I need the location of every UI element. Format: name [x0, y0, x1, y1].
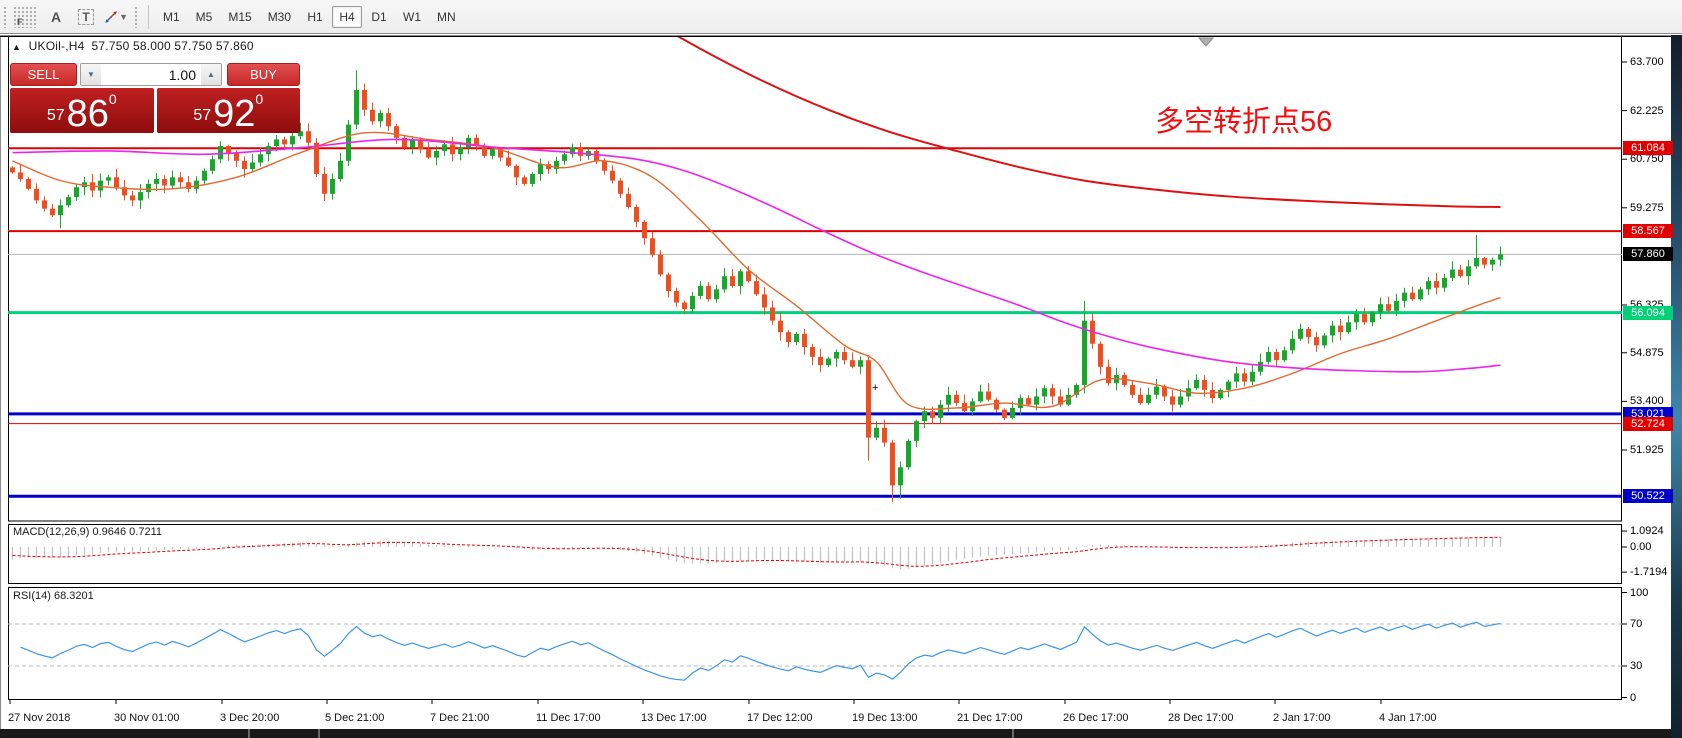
- volume-input[interactable]: [101, 64, 201, 85]
- toolbar-separator: [148, 4, 149, 29]
- buy-price-display[interactable]: 57 92 0: [156, 88, 300, 135]
- timeframe-button-m30[interactable]: M30: [267, 9, 292, 24]
- rsi-axis-label: 100: [1630, 586, 1649, 599]
- price-axis-label: 62.225: [1630, 104, 1664, 117]
- chart-area[interactable]: + ▲ UKOil-,H4 57.750 58.000 57.750 57.86…: [0, 35, 1682, 738]
- window-edge-strip: [1671, 35, 1682, 738]
- rsi-label: RSI(14) 68.3201: [13, 590, 94, 602]
- date-axis-label: 13 Dec 17:00: [641, 712, 707, 724]
- price-level-chip: 50.522: [1623, 489, 1673, 504]
- sell-price-display[interactable]: 57 86 0: [10, 88, 154, 133]
- date-axis-label: 19 Dec 13:00: [852, 712, 918, 724]
- macd-series: [11, 536, 1502, 570]
- macd-plot-frame: [8, 524, 1622, 584]
- ohlc-values: 57.750 58.000 57.750 57.860: [91, 39, 254, 53]
- date-axis-label: 4 Jan 17:00: [1379, 712, 1437, 724]
- label-tool-icon[interactable]: A: [50, 8, 62, 25]
- arrows-icon: [105, 10, 117, 23]
- sell-price-small: 57: [46, 107, 65, 124]
- date-axis-label: 2 Jan 17:00: [1273, 712, 1331, 724]
- rsi-axis-label: 0: [1630, 691, 1637, 704]
- price-level-chip: 61.084: [1623, 141, 1673, 156]
- rsi-series: [8, 621, 1622, 681]
- ma-slow-line: [677, 37, 1501, 208]
- price-axis-label: 53.400: [1630, 395, 1664, 408]
- buy-price-sup: 0: [255, 91, 264, 107]
- price-axis-label: 59.275: [1630, 201, 1664, 214]
- volume-decrease-button[interactable]: ▼: [81, 64, 101, 85]
- price-axis-label: 51.925: [1630, 443, 1664, 456]
- ma-mid-line: [12, 138, 1501, 373]
- chart-canvas: +: [0, 35, 1682, 738]
- date-axis-label: 3 Dec 20:00: [220, 712, 280, 724]
- toolbar-grip[interactable]: [3, 5, 8, 28]
- date-axis-label: 30 Nov 01:00: [114, 712, 180, 724]
- indicators-grid-icon[interactable]: F: [13, 5, 39, 29]
- volume-spinner: ▼ ▲: [80, 63, 222, 86]
- symbol-ohlc-title: ▲ UKOil-,H4 57.750 58.000 57.750 57.860: [12, 39, 254, 53]
- volume-increase-button[interactable]: ▲: [201, 64, 221, 85]
- axis-ticks: [9, 61, 1627, 704]
- rsi-axis-label: 70: [1630, 618, 1643, 630]
- macd-label: MACD(12,26,9) 0.9646 0.7211: [13, 526, 163, 538]
- sell-price-sup: 0: [108, 91, 117, 107]
- timeframe-button-m15[interactable]: M15: [228, 9, 252, 24]
- timeframe-button-m1[interactable]: M1: [163, 9, 180, 24]
- buy-price-big: 92: [213, 93, 256, 135]
- horizontal-levels: [8, 147, 1622, 498]
- ma-fast-line: [12, 131, 1501, 411]
- date-axis-label: 11 Dec 17:00: [536, 712, 601, 724]
- timeframe-button-mn[interactable]: MN: [437, 9, 456, 24]
- timeframe-button-m5[interactable]: M5: [195, 9, 213, 24]
- price-level-chip: 58.567: [1623, 224, 1673, 239]
- timeframe-button-h1[interactable]: H1: [307, 9, 323, 24]
- bottom-status-strip: [0, 729, 1671, 738]
- toolbar: F A T ▼ M1 M5 M15 M30 H1 H4 D1 W1 MN: [0, 0, 1682, 34]
- rsi-plot-frame: [8, 587, 1622, 700]
- chart-shift-marker[interactable]: [1197, 37, 1215, 47]
- price-level-chip: 56.094: [1623, 305, 1673, 320]
- timeframe-button-h4[interactable]: H4: [332, 5, 363, 28]
- rsi-axis-label: 30: [1630, 660, 1643, 672]
- toolbar-grip-2[interactable]: [134, 5, 139, 28]
- macd-axis-label: 0.00: [1630, 541, 1652, 553]
- timeframe-button-d1[interactable]: D1: [371, 9, 387, 24]
- date-axis-label: 26 Dec 17:00: [1063, 712, 1129, 724]
- date-axis-label: 21 Dec 17:00: [957, 712, 1023, 724]
- buy-button[interactable]: BUY: [227, 63, 300, 86]
- window-frame: [0, 35, 1682, 738]
- sell-button[interactable]: SELL: [10, 63, 77, 86]
- text-tool-icon[interactable]: T: [73, 5, 99, 29]
- price-level-chip: 57.860: [1623, 247, 1673, 262]
- up-triangle-icon: ▲: [12, 42, 22, 52]
- price-axis-label: 54.875: [1630, 346, 1664, 359]
- price-axis-label: 63.700: [1630, 56, 1664, 68]
- price-level-chip: 52.724: [1623, 416, 1673, 431]
- date-axis-label: 28 Dec 17:00: [1168, 712, 1234, 724]
- date-axis-label: 7 Dec 21:00: [430, 712, 490, 724]
- date-axis-label: 5 Dec 21:00: [325, 712, 385, 724]
- chart-annotation-text: 多空转折点56: [1155, 106, 1333, 138]
- dropdown-caret-icon[interactable]: ▼: [119, 11, 128, 22]
- chart-object-anchor: +: [872, 382, 878, 394]
- price-axis-label: 60.750: [1630, 153, 1664, 166]
- symbol-name: UKOil-,H4: [28, 39, 85, 53]
- timeframe-button-w1[interactable]: W1: [403, 9, 422, 24]
- arrows-tool-icon[interactable]: ▼: [103, 5, 129, 29]
- macd-axis-label: 1.0924: [1630, 525, 1664, 538]
- sell-price-big: 86: [66, 93, 109, 135]
- macd-axis-label: -1.7194: [1630, 566, 1668, 579]
- one-click-trading-panel: SELL ▼ ▲ BUY 57 86 0 57 92 0: [10, 63, 300, 133]
- date-axis-label: 27 Nov 2018: [8, 712, 71, 724]
- buy-price-small: 57: [193, 107, 212, 124]
- date-axis-label: 17 Dec 12:00: [747, 712, 813, 724]
